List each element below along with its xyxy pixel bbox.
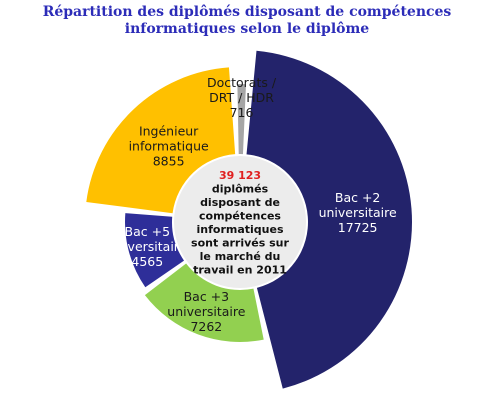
center-text-line: informatiques [197,223,284,236]
center-text-line: compétences [199,209,281,222]
chart-title-line-2: informatiques selon le diplôme [124,21,370,37]
segment-label-1: Bac +2 universitaire 17725 [319,190,397,235]
segment-value: 8855 [153,153,185,168]
segment-value: 7262 [190,319,222,334]
segment-label-line: informatique [129,138,209,153]
segment-label-line: Bac +3 [184,289,230,304]
segment-value: 4565 [131,254,163,269]
segment-value: 716 [230,105,254,120]
center-text-line: disposant de [200,196,280,209]
segment-label-line: Bac +5 [125,224,171,239]
donut-center: 39 123 diplômés disposant de compétences inf… [174,156,306,288]
segment-doctorats-drt-hdr [237,84,247,155]
center-text-line: travail en 2011 [193,263,287,276]
segment-bac-2-universitaire [246,50,413,389]
center-disc [174,156,306,288]
segment-label-5: Doctorats / DRT / HDR 716 [207,75,277,120]
segment-label-line: universitaire [319,205,397,220]
segment-label-line: DRT / HDR [209,90,274,105]
center-text-line: diplômés [212,182,269,195]
center-total: 39 123 [219,169,261,182]
segment-value: 17725 [338,220,378,235]
segment-label-4: Ingénieur informatique 8855 [129,123,209,168]
chart-title-line-1: Répartition des diplômés disposant de co… [42,4,452,20]
center-text: 39 123 diplômés disposant de compétences inf… [191,169,289,277]
segment-label-line: Doctorats / [207,75,277,90]
segment-label-line: Bac +2 [335,190,381,205]
segment-label-2: Bac +3 universitaire 7262 [167,289,245,334]
segment-ing-nieur-informatique [86,67,236,214]
segment-label-3: Bac +5 universitaire 4565 [108,224,186,269]
segment-label-line: universitaire [167,304,245,319]
center-text-line: sont arrivés sur [191,236,289,249]
segment-bac-5-universitaire [125,213,185,288]
donut-segments [86,50,413,389]
segment-label-line: Ingénieur [139,123,199,138]
chart-title: Répartition des diplômés disposant de co… [0,4,494,38]
segment-label-line: universitaire [108,239,186,254]
center-text-line: le marché du [200,250,281,263]
segment-bac-3-universitaire [144,263,264,343]
